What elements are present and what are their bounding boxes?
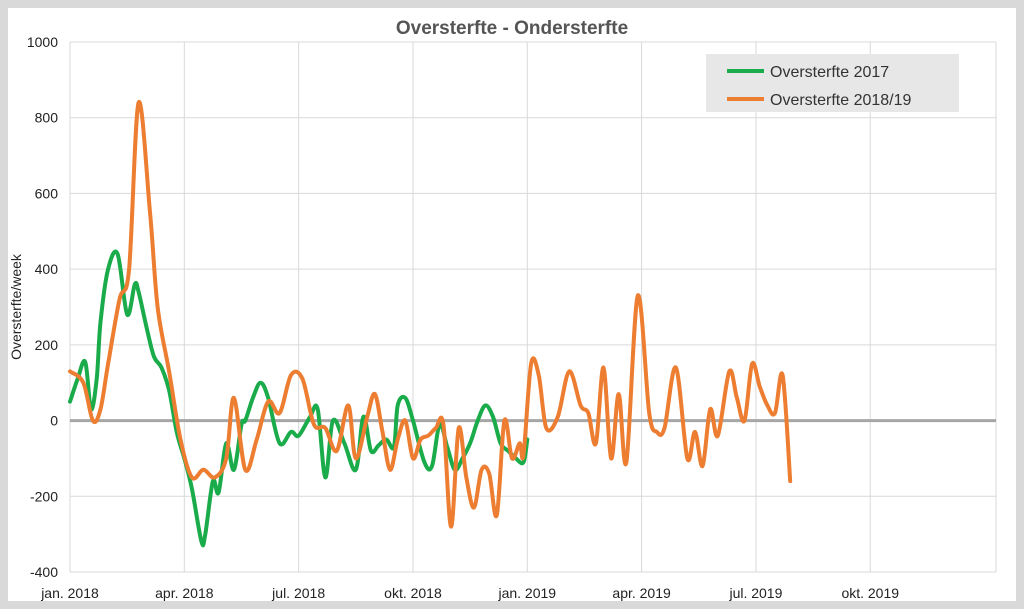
x-tick-label: jul. 2018	[271, 585, 325, 601]
legend: Oversterfte 2017 Oversterfte 2018/19	[706, 54, 959, 112]
series-line-2018-19	[68, 100, 793, 529]
y-tick-label: 400	[35, 261, 59, 277]
x-axis-ticks: jan. 2018 apr. 2018 jul. 2018 okt. 2018 jan.…	[40, 585, 899, 601]
legend-box	[706, 54, 959, 112]
y-tick-label: 600	[35, 185, 59, 201]
y-tick-label: 0	[50, 413, 58, 429]
x-tick-label: jul. 2019	[728, 585, 782, 601]
y-tick-label: 200	[35, 337, 59, 353]
y-tick-label: 800	[35, 110, 59, 126]
grid	[69, 41, 997, 573]
x-tick-label: jan. 2018	[40, 585, 99, 601]
y-tick-label: 1000	[27, 34, 58, 50]
x-tick-label: jan. 2019	[497, 585, 556, 601]
legend-label-2018-19[interactable]: Oversterfte 2018/19	[770, 92, 912, 109]
x-tick-label: apr. 2018	[155, 585, 214, 601]
series-lines	[68, 100, 793, 548]
y-tick-label: -200	[30, 488, 58, 504]
y-axis-label: Oversterfte/week	[8, 253, 24, 360]
x-tick-label: okt. 2019	[841, 585, 899, 601]
x-tick-label: okt. 2018	[384, 585, 442, 601]
y-tick-label: -400	[30, 564, 58, 580]
legend-label-2017[interactable]: Oversterfte 2017	[770, 64, 889, 81]
x-tick-label: apr. 2019	[612, 585, 671, 601]
chart-title: Oversterfte - Ondersterfte	[396, 18, 628, 39]
y-axis-ticks: 1000 800 600 400 200 0 -200 -400	[27, 34, 58, 580]
